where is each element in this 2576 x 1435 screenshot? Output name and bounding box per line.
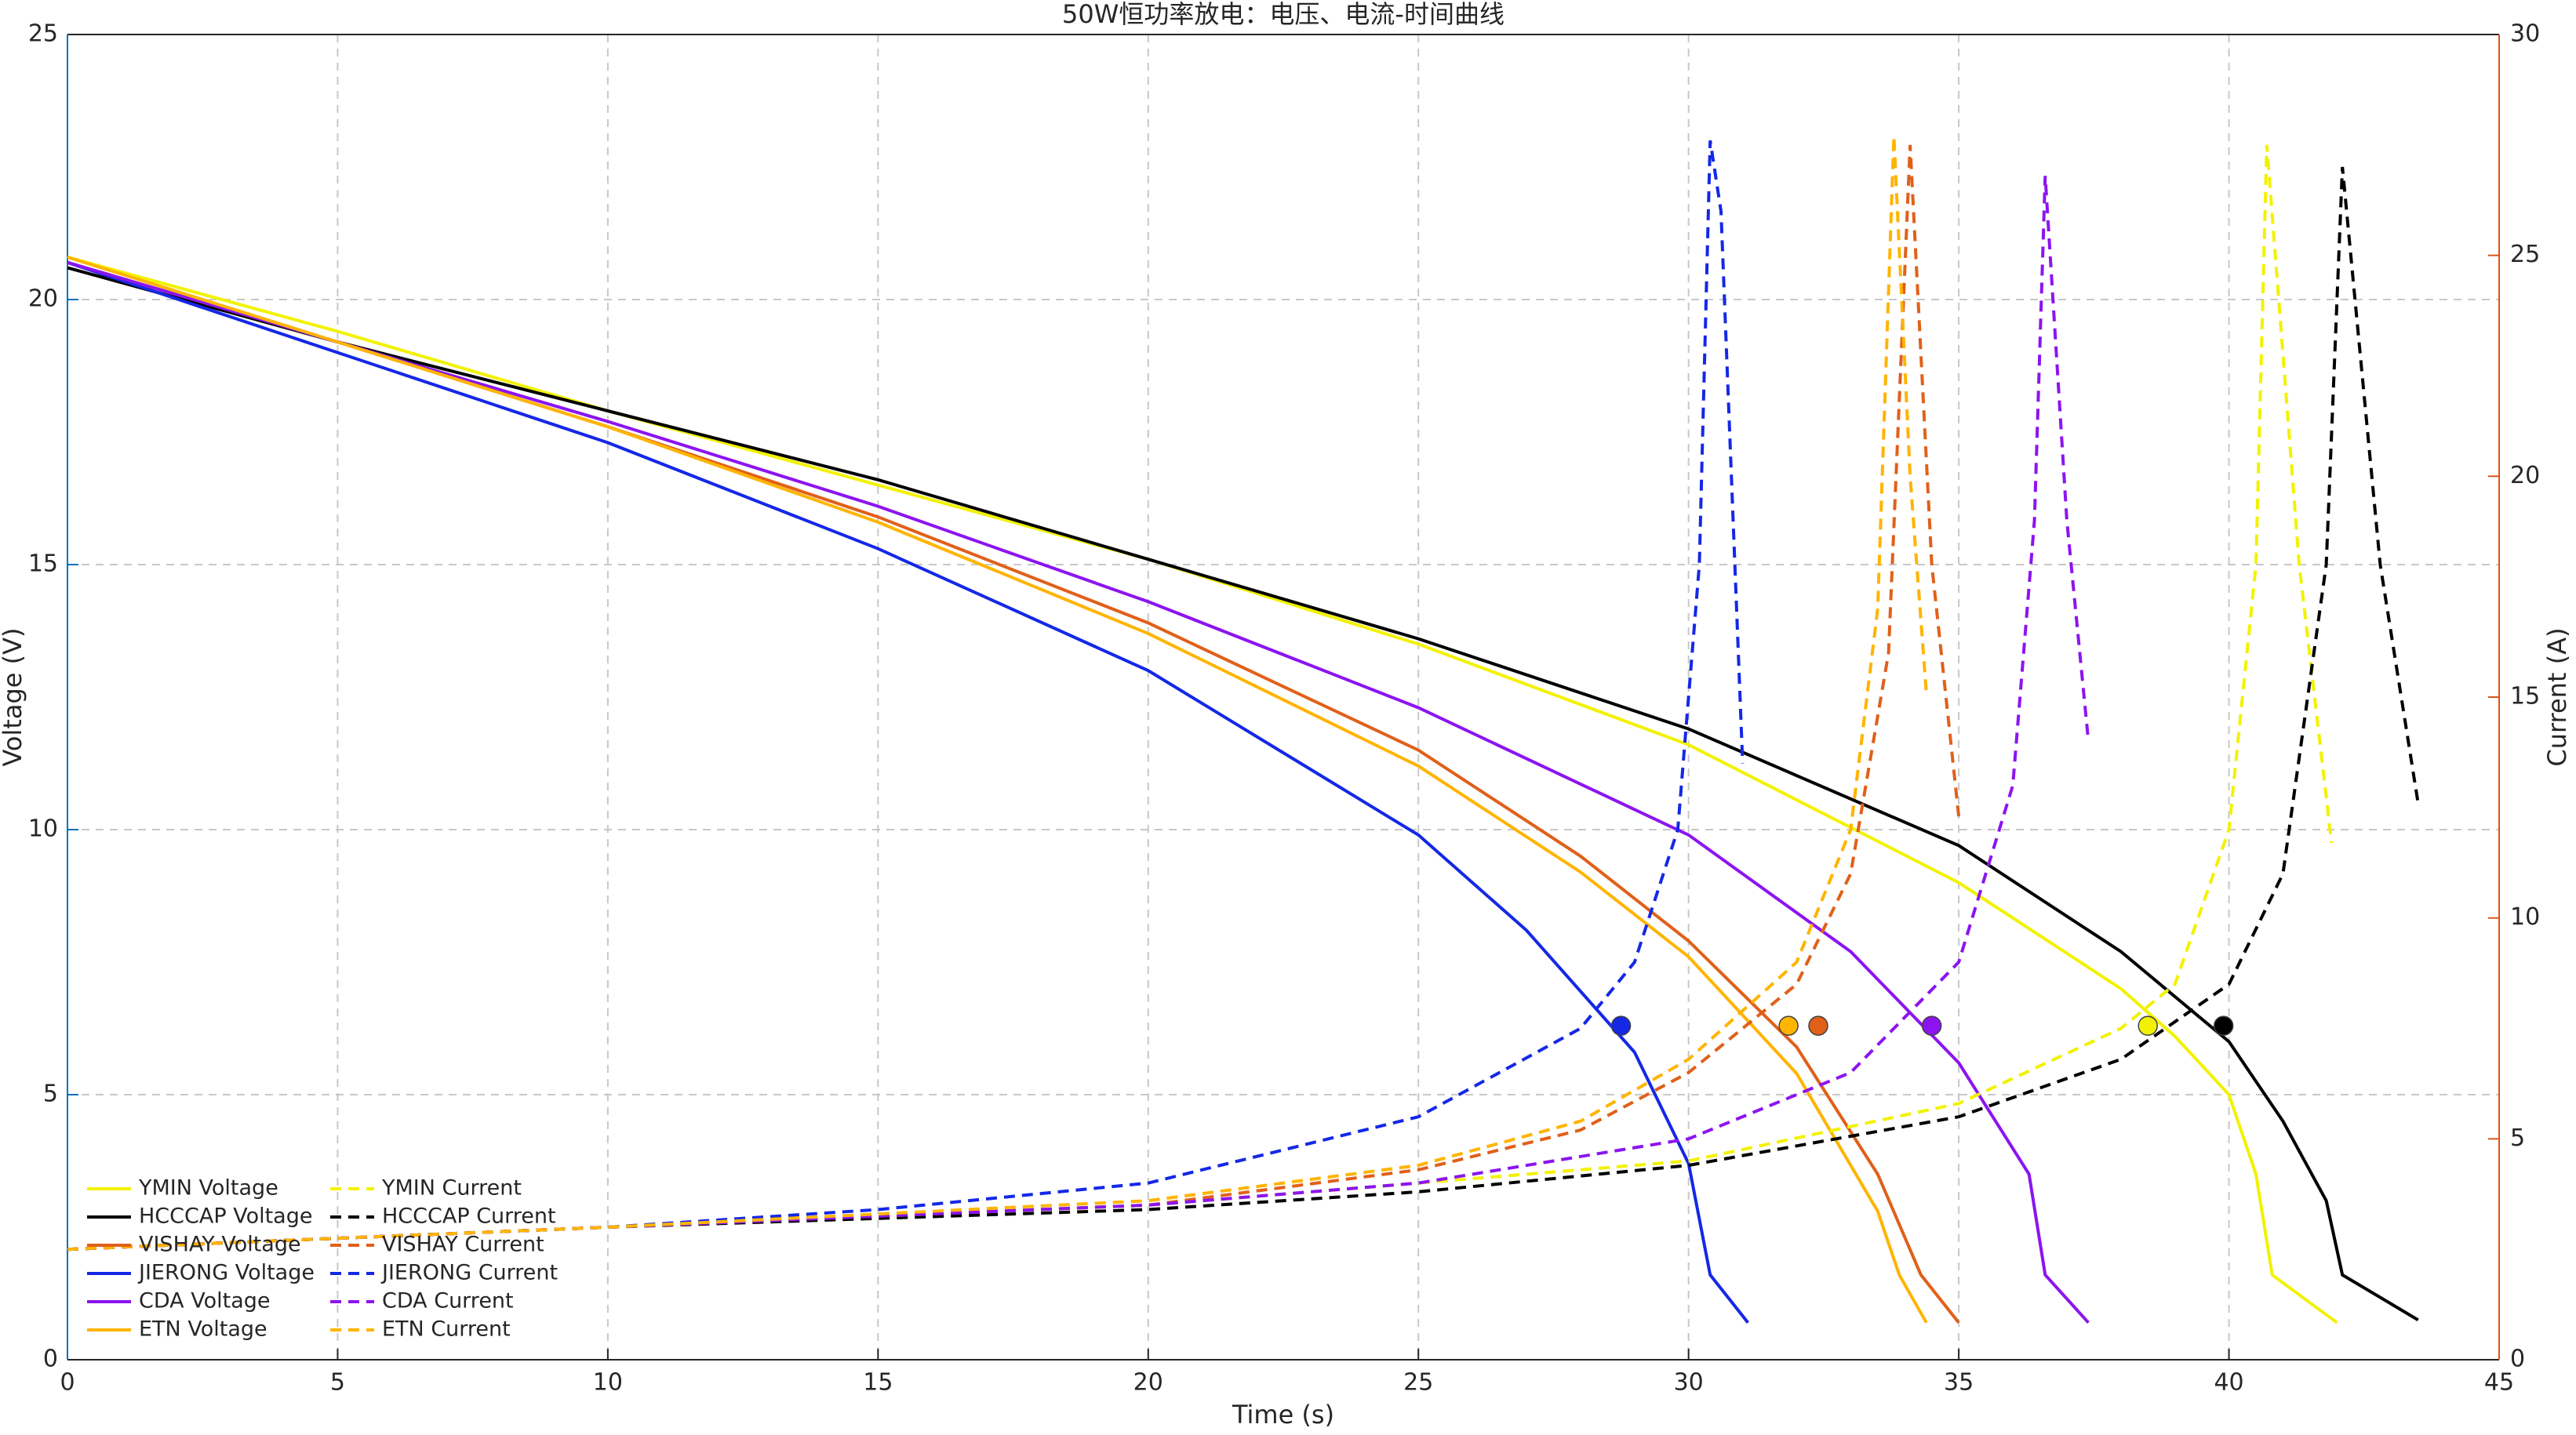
series-line [67, 136, 1928, 1252]
legend-label: ETN Voltage [139, 1317, 267, 1342]
series-line [67, 255, 2338, 1324]
x-tick-label: 10 [593, 1369, 623, 1397]
y-axis-label: Voltage (V) [0, 627, 27, 766]
x-tick-label: 45 [2484, 1369, 2514, 1397]
series-line [67, 176, 2090, 1252]
legend-label: ETN Current [382, 1317, 511, 1342]
legend-label: YMIN Current [381, 1176, 522, 1201]
legend-label: HCCCAP Voltage [139, 1204, 312, 1229]
y-tick-label: 15 [28, 550, 58, 578]
legend-label: VISHAY Current [382, 1233, 544, 1257]
series-line [67, 144, 2334, 1252]
x-tick-label: 25 [1403, 1369, 1433, 1397]
marker [1778, 1015, 1799, 1036]
x-tick-label: 30 [1674, 1369, 1704, 1397]
y2-tick-label: 15 [2510, 683, 2540, 710]
x-axis-label: Time (s) [1232, 1400, 1334, 1430]
y2-tick-label: 30 [2510, 20, 2540, 48]
marker [2138, 1015, 2158, 1036]
y2-tick-label: 20 [2510, 462, 2540, 489]
series-line [67, 255, 1928, 1324]
series-line [67, 266, 2419, 1322]
x-tick-label: 0 [60, 1369, 75, 1397]
y-tick-label: 10 [28, 816, 58, 843]
x-tick-label: 5 [330, 1369, 345, 1397]
legend-label: VISHAY Voltage [139, 1233, 301, 1257]
marker [1610, 1015, 1632, 1036]
legend-label: JIERONG Voltage [137, 1261, 315, 1285]
legend-label: CDA Current [382, 1289, 514, 1313]
chart-title: 50W恒功率放电：电压、电流-时间曲线 [1062, 0, 1504, 29]
y-tick-label: 20 [28, 285, 58, 313]
legend-label: CDA Voltage [139, 1289, 271, 1313]
marker [2213, 1015, 2234, 1036]
x-tick-label: 20 [1133, 1369, 1163, 1397]
y2-tick-label: 0 [2510, 1346, 2525, 1373]
legend-label: HCCCAP Current [382, 1204, 556, 1229]
y-tick-label: 25 [28, 20, 58, 48]
series-line [67, 166, 2420, 1252]
x-tick-label: 15 [863, 1369, 893, 1397]
series-line [67, 144, 1961, 1252]
legend-label: JIERONG Current [380, 1261, 558, 1285]
legend-label: YMIN Voltage [138, 1176, 278, 1201]
y-tick-label: 0 [43, 1346, 58, 1373]
marker [1808, 1015, 1828, 1036]
y-tick-label: 5 [43, 1081, 58, 1108]
series-line [67, 260, 1749, 1324]
x-tick-label: 40 [2214, 1369, 2243, 1397]
x-tick-label: 35 [1944, 1369, 1974, 1397]
marker [1921, 1015, 1942, 1036]
y2-axis-label: Current (A) [2542, 627, 2572, 766]
series-line [67, 260, 2090, 1324]
y2-tick-label: 25 [2510, 241, 2540, 268]
series-line [67, 140, 1745, 1252]
y2-tick-label: 5 [2510, 1124, 2525, 1152]
y2-tick-label: 10 [2510, 903, 2540, 931]
